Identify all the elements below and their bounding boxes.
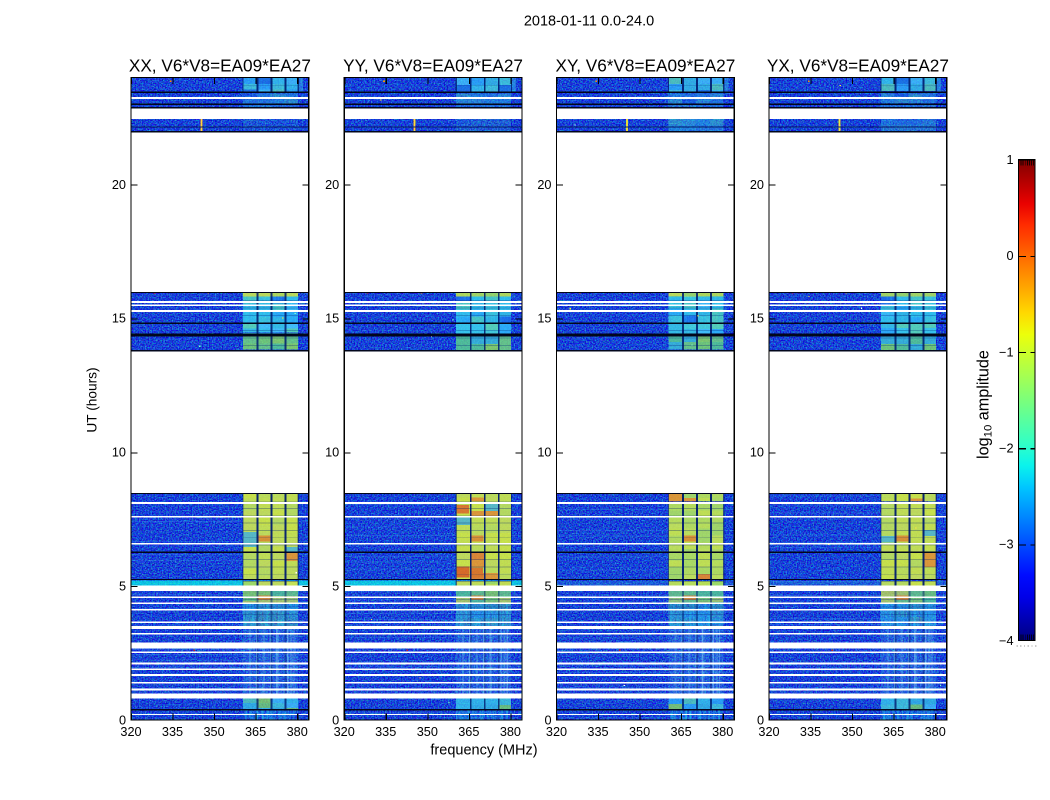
svg-text:20: 20 bbox=[325, 178, 339, 192]
svg-text:UT (hours): UT (hours) bbox=[85, 367, 100, 432]
svg-text:5: 5 bbox=[332, 579, 339, 593]
svg-text:1: 1 bbox=[1006, 153, 1013, 167]
svg-text:YX, V6*V8=EA09*EA27: YX, V6*V8=EA09*EA27 bbox=[767, 56, 949, 76]
svg-text:10: 10 bbox=[750, 446, 764, 460]
svg-text:20: 20 bbox=[750, 178, 764, 192]
svg-text:350: 350 bbox=[204, 725, 225, 739]
svg-text:0: 0 bbox=[332, 713, 339, 727]
svg-text:380: 380 bbox=[287, 725, 308, 739]
svg-text:350: 350 bbox=[842, 725, 863, 739]
svg-text:XY, V6*V8=EA09*EA27: XY, V6*V8=EA09*EA27 bbox=[555, 56, 735, 76]
svg-text:5: 5 bbox=[544, 579, 551, 593]
svg-text:365: 365 bbox=[671, 725, 692, 739]
svg-text:20: 20 bbox=[537, 178, 551, 192]
svg-text:365: 365 bbox=[458, 725, 479, 739]
svg-text:−2: −2 bbox=[999, 442, 1013, 456]
svg-text:380: 380 bbox=[712, 725, 733, 739]
svg-text:350: 350 bbox=[417, 725, 438, 739]
svg-text:5: 5 bbox=[119, 579, 126, 593]
svg-text:350: 350 bbox=[629, 725, 650, 739]
svg-text:2018-01-11 0.0-24.0: 2018-01-11 0.0-24.0 bbox=[524, 14, 654, 30]
svg-text:5: 5 bbox=[757, 579, 764, 593]
svg-text:15: 15 bbox=[537, 312, 551, 326]
svg-text:335: 335 bbox=[162, 725, 183, 739]
svg-text:365: 365 bbox=[883, 725, 904, 739]
svg-text:320: 320 bbox=[120, 725, 141, 739]
svg-text:320: 320 bbox=[546, 725, 567, 739]
svg-text:335: 335 bbox=[375, 725, 396, 739]
svg-text:320: 320 bbox=[334, 725, 355, 739]
svg-text:0: 0 bbox=[757, 713, 764, 727]
svg-text:frequency (MHz): frequency (MHz) bbox=[430, 743, 537, 759]
svg-text:XX, V6*V8=EA09*EA27: XX, V6*V8=EA09*EA27 bbox=[129, 56, 311, 76]
svg-text:−1: −1 bbox=[999, 345, 1013, 359]
svg-text:380: 380 bbox=[500, 725, 521, 739]
svg-text:365: 365 bbox=[245, 725, 266, 739]
svg-text:10: 10 bbox=[537, 446, 551, 460]
svg-text:15: 15 bbox=[112, 312, 126, 326]
svg-text:−4: −4 bbox=[999, 634, 1013, 648]
svg-text:20: 20 bbox=[112, 178, 126, 192]
svg-text:YY, V6*V8=EA09*EA27: YY, V6*V8=EA09*EA27 bbox=[343, 56, 523, 76]
svg-text:0: 0 bbox=[119, 713, 126, 727]
svg-text:log10 amplitude: log10 amplitude bbox=[975, 350, 995, 459]
svg-text:335: 335 bbox=[800, 725, 821, 739]
svg-text:15: 15 bbox=[325, 312, 339, 326]
svg-text:15: 15 bbox=[750, 312, 764, 326]
svg-text:335: 335 bbox=[587, 725, 608, 739]
svg-text:10: 10 bbox=[325, 446, 339, 460]
svg-text:320: 320 bbox=[758, 725, 779, 739]
svg-text:10: 10 bbox=[112, 446, 126, 460]
svg-text:0: 0 bbox=[544, 713, 551, 727]
svg-text:380: 380 bbox=[925, 725, 946, 739]
svg-text:−3: −3 bbox=[999, 538, 1013, 552]
svg-text:0: 0 bbox=[1006, 249, 1013, 263]
